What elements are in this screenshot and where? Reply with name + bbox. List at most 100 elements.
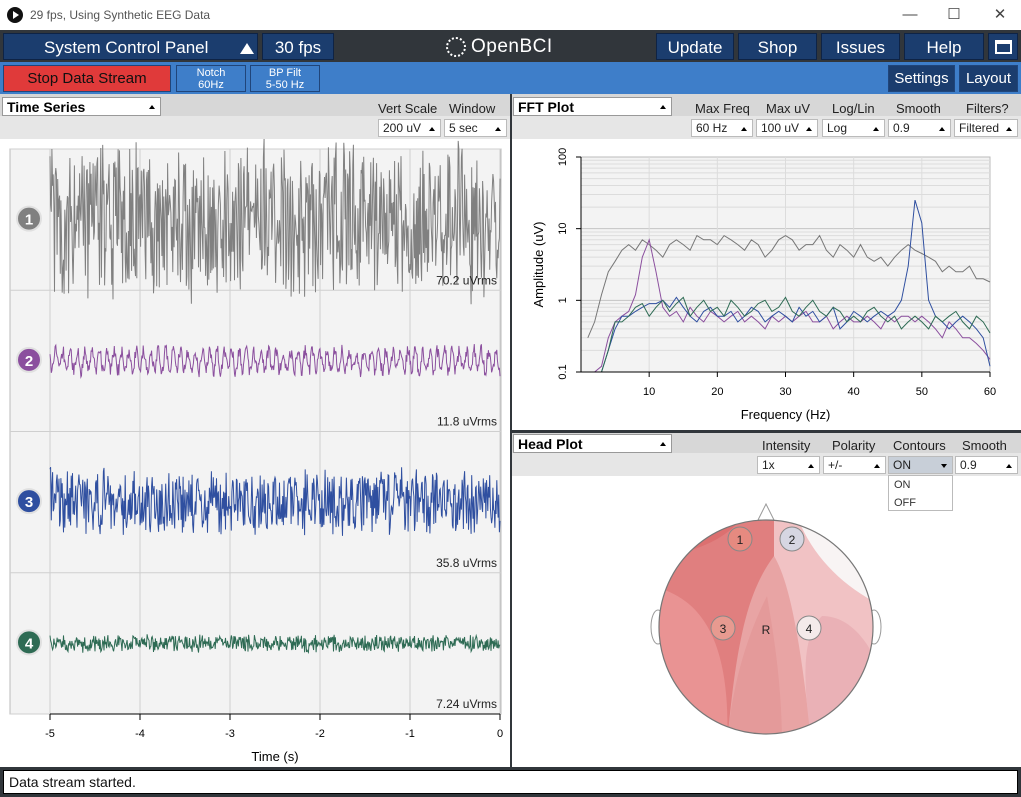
log-lin-select[interactable]: Log: [822, 119, 885, 137]
intensity-select[interactable]: 1x: [757, 456, 820, 474]
max-freq-value: 60 Hz: [696, 121, 728, 135]
help-button[interactable]: Help: [904, 33, 984, 60]
channel-4-circle: [16, 629, 42, 656]
time-series-widget-select[interactable]: Time Series: [2, 97, 161, 116]
system-control-panel-label: System Control Panel: [44, 38, 209, 57]
log-lin-label: Log/Lin: [832, 101, 875, 116]
dropdown-arrow-icon: [808, 464, 814, 468]
channel-1-button[interactable]: 1: [16, 205, 42, 232]
fft-header: FFT Plot Max Freq Max uV Log/Lin Smooth …: [512, 94, 1021, 139]
channel-2-trace: [49, 343, 501, 379]
head-plot: 1 2 3 4 R: [650, 502, 882, 735]
channel-2-circle: [16, 346, 42, 373]
notch-value: 60Hz: [198, 79, 224, 91]
fft-widget-select[interactable]: FFT Plot: [513, 97, 672, 116]
app-play-icon: [7, 7, 23, 23]
max-uv-select[interactable]: 100 uV: [756, 119, 818, 137]
dropdown-arrow-icon: [1006, 127, 1012, 131]
layout-button[interactable]: Layout: [959, 65, 1018, 92]
contours-option-on[interactable]: ON: [894, 479, 911, 491]
head-outline: [658, 519, 874, 735]
stop-data-stream-button[interactable]: Stop Data Stream: [3, 65, 171, 92]
head-plot-widget-label: Head Plot: [518, 436, 583, 452]
dropdown-arrow-icon: [939, 127, 945, 131]
horizontal-divider: [512, 430, 1021, 433]
x-tick-label: -3: [225, 728, 235, 740]
bandpass-filter-button[interactable]: BP Filt 5-50 Hz: [250, 65, 320, 92]
fps-button[interactable]: 30 fps: [262, 33, 334, 60]
status-bar: Data stream started.: [0, 767, 1021, 797]
fft-x-tick-label: 60: [984, 386, 996, 398]
dropdown-arrow-down-icon: [941, 464, 947, 468]
channel-4-button[interactable]: 4: [16, 629, 42, 656]
window-value: 5 sec: [449, 121, 478, 135]
fft-y-tick-label: 1: [557, 297, 569, 303]
notch-label: Notch: [196, 67, 226, 79]
fft-x-tick-label: 30: [779, 386, 791, 398]
channel-3-button[interactable]: 3: [16, 488, 42, 515]
time-series-header: Time Series Vert Scale Window 200 uV 5 s…: [0, 94, 510, 139]
minimize-button[interactable]: —: [902, 6, 918, 23]
x-tick-label: -2: [315, 728, 325, 740]
x-tick-label: 0: [497, 728, 503, 740]
intensity-label: Intensity: [762, 438, 811, 453]
maximize-button[interactable]: ☐: [947, 6, 961, 23]
shop-button[interactable]: Shop: [738, 33, 817, 60]
vert-scale-value: 200 uV: [383, 121, 422, 135]
time-series-widget-label: Time Series: [7, 99, 86, 115]
polarity-label: Polarity: [832, 438, 876, 453]
channel-2-rms: 11.8 uVrms: [437, 415, 497, 429]
fft-series-line: [587, 199, 991, 373]
channel-2-button[interactable]: 2: [16, 346, 42, 373]
head-plot-widget-select[interactable]: Head Plot: [513, 434, 672, 453]
electrode-3-circle: [710, 615, 736, 641]
electrode-4-label: 4: [806, 622, 813, 636]
channel-1-rms: 70.2 uVrms: [436, 273, 497, 287]
issues-button[interactable]: Issues: [821, 33, 900, 60]
x-tick-label: -5: [45, 728, 55, 740]
bandpass-label: BP Filt: [268, 67, 302, 79]
system-control-panel-button[interactable]: System Control Panel: [3, 33, 258, 60]
status-message: Data stream started.: [3, 770, 1018, 794]
window-select[interactable]: 5 sec: [444, 119, 507, 137]
fft-widget-label: FFT Plot: [518, 99, 574, 115]
contours-option-off[interactable]: OFF: [894, 497, 916, 509]
head-smooth-label: Smooth: [962, 438, 1007, 453]
electrode-3: 3: [710, 615, 736, 641]
electrode-1: 1: [727, 526, 753, 552]
dropdown-arrow-icon: [660, 442, 666, 446]
channel-3-number: 3: [25, 494, 33, 511]
filters-select[interactable]: Filtered: [954, 119, 1018, 137]
contours-select[interactable]: ON: [888, 456, 953, 474]
polarity-select[interactable]: +/-: [823, 456, 886, 474]
dropdown-arrow-icon: [660, 105, 666, 109]
head-plot-header: Head Plot Intensity Polarity Contours Sm…: [512, 433, 1021, 476]
vert-scale-label: Vert Scale: [378, 101, 438, 116]
openbci-logo-icon: [446, 37, 466, 57]
window-layout-button[interactable]: [988, 33, 1018, 60]
time-axis-label: Time (s): [251, 749, 298, 764]
dropdown-arrow-icon: [874, 464, 880, 468]
head-smooth-value: 0.9: [960, 458, 977, 472]
close-button[interactable]: ✕: [993, 6, 1007, 23]
settings-button[interactable]: Settings: [888, 65, 955, 92]
update-button[interactable]: Update: [656, 33, 734, 60]
smooth-value: 0.9: [893, 121, 910, 135]
smooth-label: Smooth: [896, 101, 941, 116]
bandpass-value: 5-50 Hz: [265, 79, 305, 91]
electrode-3-label: 3: [720, 622, 727, 636]
log-lin-value: Log: [827, 121, 848, 135]
smooth-select[interactable]: 0.9: [888, 119, 951, 137]
dropdown-arrow-icon: [806, 127, 812, 131]
channel-4-trace: [49, 633, 501, 655]
channel-2-number: 2: [25, 353, 33, 370]
intensity-value: 1x: [762, 458, 775, 472]
channel-1-circle: [16, 205, 42, 232]
contours-value: ON: [893, 458, 911, 472]
vert-scale-select[interactable]: 200 uV: [378, 119, 441, 137]
notch-filter-button[interactable]: Notch 60Hz: [176, 65, 246, 92]
vertical-divider: [510, 94, 512, 767]
max-freq-select[interactable]: 60 Hz: [691, 119, 753, 137]
head-smooth-select[interactable]: 0.9: [955, 456, 1018, 474]
